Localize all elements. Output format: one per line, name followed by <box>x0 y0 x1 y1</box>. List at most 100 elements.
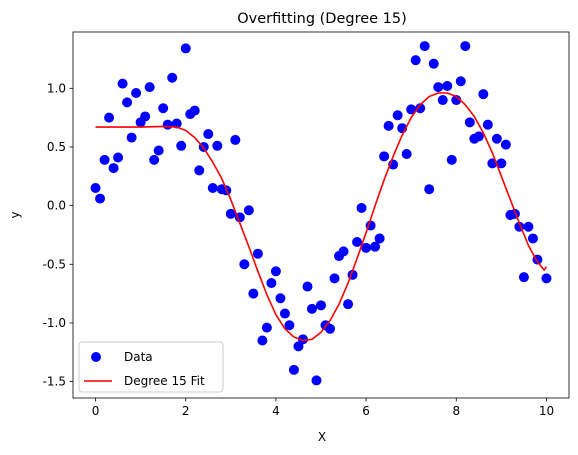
data-point <box>248 288 259 299</box>
data-point <box>379 151 390 162</box>
data-point <box>460 41 471 52</box>
data-point <box>284 320 295 331</box>
y-tick-label: -1.5 <box>43 375 66 389</box>
fit-line <box>95 92 548 342</box>
data-point <box>122 97 133 108</box>
data-point <box>338 246 349 257</box>
data-point <box>352 236 363 247</box>
data-point <box>433 82 444 93</box>
data-point <box>496 158 507 169</box>
data-point <box>306 303 317 314</box>
data-point <box>207 183 218 194</box>
data-point <box>225 208 236 219</box>
data-point <box>126 132 137 143</box>
data-point <box>99 154 110 165</box>
data-point <box>113 152 124 163</box>
data-point <box>261 322 272 333</box>
data-point <box>437 95 448 106</box>
y-tick-label: -1.0 <box>43 316 66 330</box>
data-point <box>316 300 326 311</box>
data-point <box>189 105 200 116</box>
series-layer <box>90 41 552 386</box>
data-point <box>140 111 151 122</box>
y-tick-label: 0.0 <box>47 199 66 213</box>
legend-box <box>78 341 224 393</box>
data-point <box>541 273 552 284</box>
data-point <box>329 273 340 284</box>
data-point <box>464 117 475 128</box>
data-point <box>257 335 268 346</box>
data-point <box>455 76 466 87</box>
legend: Data Degree 15 Fit <box>78 341 224 393</box>
data-point <box>491 133 502 144</box>
data-point <box>325 323 336 334</box>
x-tick-label: 8 <box>452 404 460 418</box>
data-point <box>424 184 435 195</box>
chart-title: Overfitting (Degree 15) <box>237 11 407 27</box>
x-tick-label: 0 <box>92 404 100 418</box>
data-point <box>401 149 412 159</box>
y-axis: -1.5 -1.0 -0.5 0.0 0.5 1.0 <box>43 81 73 389</box>
data-point <box>180 43 191 54</box>
data-point <box>343 299 354 310</box>
x-tick-label: 10 <box>539 404 554 418</box>
data-point <box>392 110 403 121</box>
x-tick-label: 2 <box>182 404 190 418</box>
data-point <box>288 364 299 375</box>
data-point <box>383 120 394 131</box>
data-point <box>478 89 489 100</box>
data-point <box>302 281 313 292</box>
data-point <box>451 95 462 106</box>
y-tick-label: -0.5 <box>43 257 66 271</box>
data-point <box>279 308 290 319</box>
data-point <box>518 272 529 283</box>
data-point <box>95 193 106 204</box>
data-point <box>482 119 493 130</box>
data-point <box>500 139 511 150</box>
data-point <box>311 375 322 386</box>
plot-frame <box>72 31 570 399</box>
data-point <box>527 233 538 244</box>
data-point <box>446 154 457 165</box>
data-point <box>104 112 115 123</box>
data-point <box>374 233 385 244</box>
data-point <box>275 293 286 304</box>
data-point <box>473 131 484 142</box>
data-point <box>149 154 160 165</box>
data-point <box>428 58 439 69</box>
legend-label-data: Data <box>124 350 153 364</box>
data-point <box>203 129 214 140</box>
data-point <box>212 140 223 151</box>
data-point <box>410 55 421 66</box>
data-point <box>266 278 277 289</box>
legend-label-fit: Degree 15 Fit <box>124 374 205 388</box>
data-point <box>153 145 164 156</box>
data-point <box>361 242 372 253</box>
data-point <box>117 78 128 89</box>
y-tick-label: 1.0 <box>47 81 66 95</box>
data-point <box>370 241 381 252</box>
data-point <box>419 41 430 52</box>
data-point <box>523 221 534 232</box>
data-point <box>442 80 453 91</box>
data-point <box>90 183 101 194</box>
data-point <box>297 334 308 345</box>
data-point <box>406 104 417 115</box>
data-point <box>158 103 169 114</box>
data-point <box>415 103 426 114</box>
data-point <box>239 259 250 270</box>
legend-marker-data <box>91 352 101 362</box>
data-point <box>176 140 187 151</box>
x-axis-label: X <box>318 430 326 444</box>
x-tick-label: 4 <box>272 404 280 418</box>
data-point <box>252 248 263 259</box>
data-point <box>108 163 119 174</box>
data-point <box>356 202 367 213</box>
data-point <box>131 88 142 98</box>
data-point <box>167 72 178 83</box>
x-axis: 0 2 4 6 8 10 <box>92 398 554 418</box>
data-point <box>270 266 281 277</box>
plot-area <box>90 41 552 386</box>
x-tick-label: 6 <box>362 404 370 418</box>
data-point <box>230 134 241 145</box>
